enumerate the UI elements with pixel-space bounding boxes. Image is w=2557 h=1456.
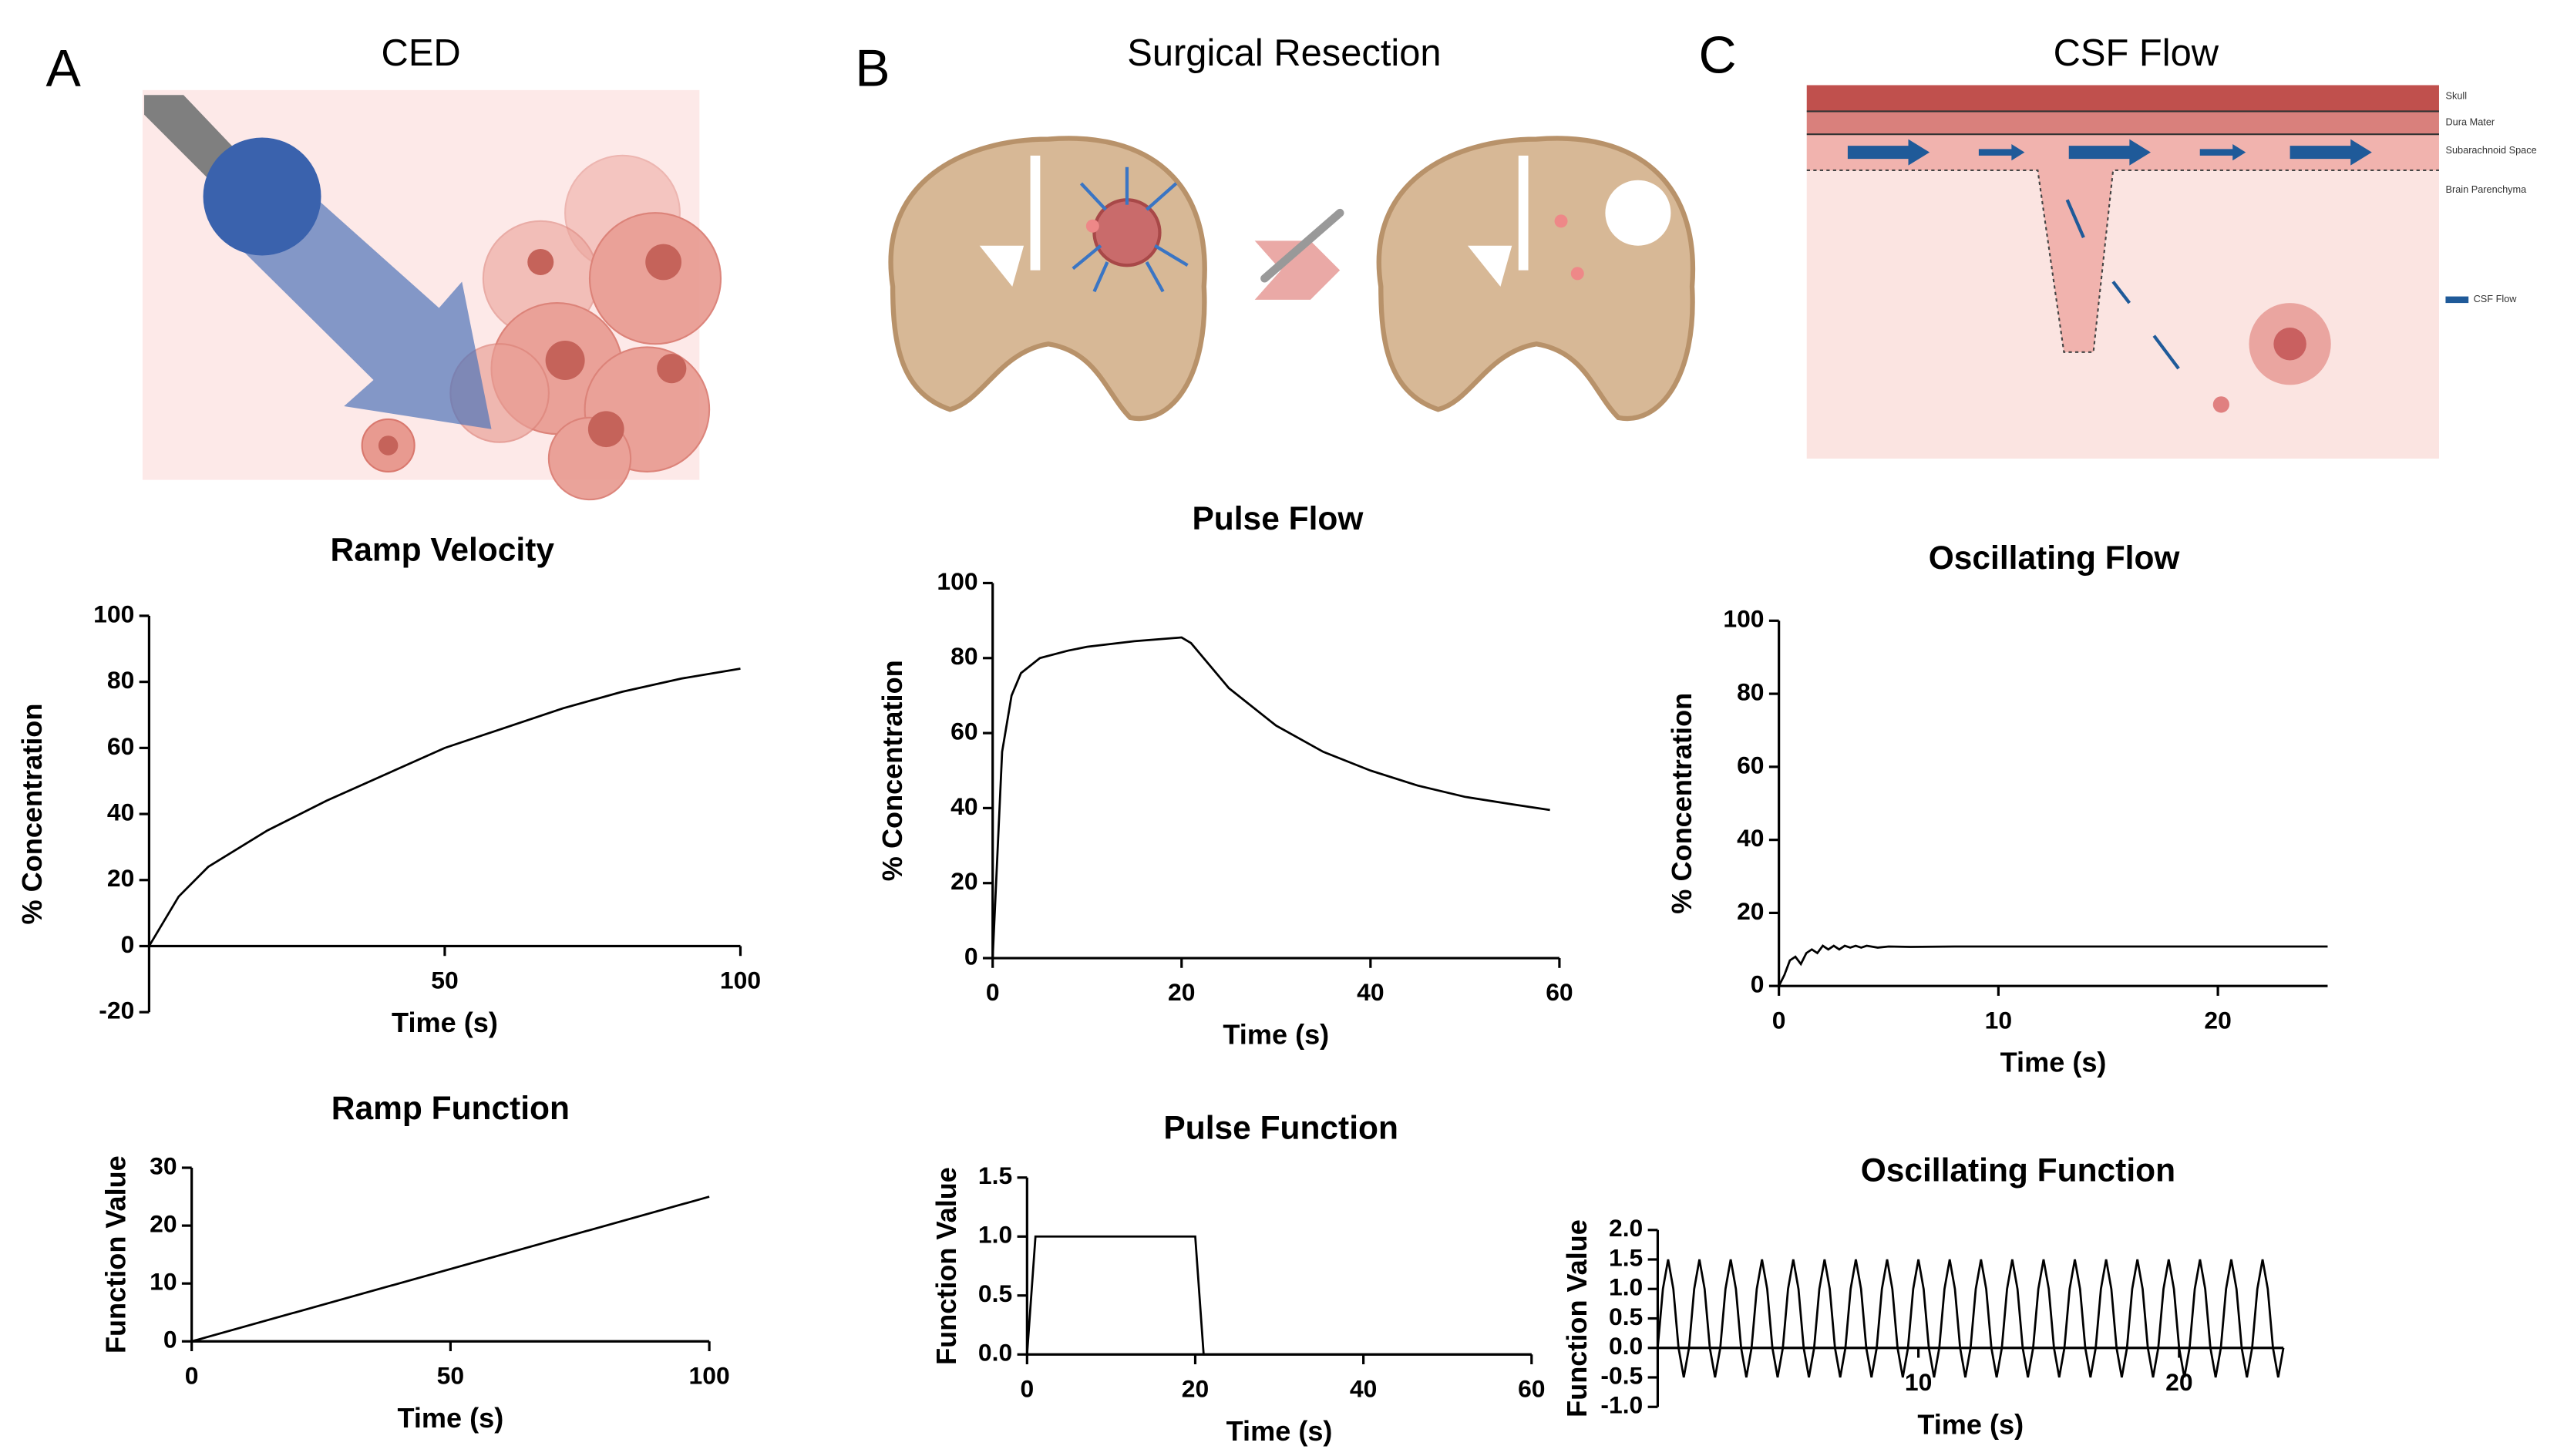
data-line	[148, 667, 741, 947]
y-tick-label: 1.0	[1609, 1273, 1643, 1301]
y-tick-label: 30	[150, 1152, 177, 1179]
data-line	[1025, 1235, 1532, 1356]
x-tick-label: 10	[1985, 1006, 2012, 1034]
x-tick-label: 20	[2204, 1006, 2231, 1034]
layer-label: Skull	[2445, 90, 2467, 102]
y-tick-label: 0.5	[978, 1279, 1012, 1307]
y-tick-label: 0	[163, 1326, 177, 1353]
y-tick-label: 0.5	[1609, 1303, 1643, 1330]
ced-illustration	[142, 89, 722, 501]
y-axis-label: % Concentration	[876, 660, 908, 881]
y-tick-label: 40	[950, 792, 977, 820]
chart-title: Pulse Flow	[1192, 501, 1364, 537]
chart-title: Oscillating Flow	[1929, 540, 2181, 577]
panel-letter: B	[855, 39, 890, 97]
x-tick-label: 0	[1020, 1374, 1034, 1402]
y-tick-label: 80	[107, 666, 134, 694]
y-tick-label: 20	[107, 864, 134, 892]
x-tick-label: 60	[1518, 1374, 1545, 1402]
chart-title: Pulse Function	[1163, 1110, 1398, 1146]
x-tick-label: 0	[986, 978, 1000, 1006]
x-tick-label: 50	[431, 967, 458, 994]
chart-title: Ramp Velocity	[331, 532, 555, 568]
y-tick-label: 100	[937, 567, 977, 595]
y-tick-label: 1.0	[978, 1221, 1012, 1249]
x-tick-label: 0	[1772, 1006, 1786, 1034]
y-tick-label: 0.0	[978, 1339, 1012, 1367]
x-tick-label: 20	[1168, 978, 1195, 1006]
y-tick-label: 100	[1723, 605, 1764, 633]
y-axis-label: Function Value	[1561, 1219, 1593, 1417]
y-tick-label: 100	[93, 600, 134, 627]
y-tick-label: -0.5	[1600, 1361, 1643, 1389]
x-tick-label: 0	[185, 1361, 199, 1389]
data-line	[191, 1195, 710, 1343]
x-axis-label: Time (s)	[1223, 1019, 1329, 1051]
data-line	[1657, 1259, 2285, 1378]
y-tick-label: -1.0	[1600, 1391, 1643, 1419]
x-axis-label: Time (s)	[397, 1402, 503, 1434]
x-tick-label: 20	[1182, 1374, 1209, 1402]
y-tick-label: 20	[150, 1210, 177, 1238]
y-tick-label: -20	[99, 997, 134, 1024]
x-tick-label: 40	[1357, 978, 1384, 1006]
y-axis-label: Function Value	[100, 1155, 132, 1353]
x-axis-label: Time (s)	[392, 1007, 498, 1038]
y-tick-label: 0	[1751, 970, 1765, 998]
layer-label: Dura Mater	[2445, 116, 2495, 128]
y-tick-label: 2.0	[1609, 1214, 1643, 1242]
layer-label: Subarachnoid Space	[2445, 144, 2536, 156]
panel-title: CSF Flow	[2054, 32, 2219, 74]
panel-title: CED	[382, 32, 461, 74]
chart-title: Oscillating Function	[1861, 1153, 2175, 1189]
y-tick-label: 20	[950, 867, 977, 895]
y-tick-label: 0	[964, 942, 978, 970]
x-axis-label: Time (s)	[1917, 1408, 2024, 1440]
legend-label: CSF Flow	[2474, 293, 2518, 304]
y-tick-label: 20	[1737, 897, 1764, 925]
y-tick-label: 80	[1737, 678, 1764, 706]
x-axis-label: Time (s)	[1226, 1415, 1333, 1447]
data-line	[991, 636, 1550, 959]
x-axis-label: Time (s)	[2000, 1047, 2107, 1078]
y-tick-label: 10	[150, 1268, 177, 1296]
y-tick-label: 40	[107, 798, 134, 826]
panel-letter: A	[46, 39, 82, 97]
y-axis-label: % Concentration	[16, 704, 48, 925]
csf-illustration	[1806, 85, 2469, 459]
x-tick-label: 50	[437, 1361, 464, 1389]
y-tick-label: 60	[1737, 751, 1764, 778]
y-tick-label: 80	[950, 642, 977, 670]
y-tick-label: 0	[121, 930, 135, 958]
x-tick-label: 100	[720, 967, 761, 994]
y-tick-label: 60	[107, 732, 134, 760]
x-tick-label: 10	[1905, 1368, 1932, 1396]
resection-illustration	[888, 136, 1696, 422]
y-axis-label: Function Value	[930, 1167, 962, 1365]
y-tick-label: 0.0	[1609, 1332, 1643, 1360]
x-tick-label: 40	[1350, 1374, 1377, 1402]
y-tick-label: 40	[1737, 824, 1764, 852]
y-tick-label: 1.5	[978, 1162, 1012, 1189]
layer-label: Brain Parenchyma	[2445, 183, 2527, 195]
y-tick-label: 1.5	[1609, 1243, 1643, 1271]
y-axis-label: % Concentration	[1666, 693, 1697, 914]
panel-letter: C	[1699, 25, 1737, 84]
panel-title: Surgical Resection	[1127, 32, 1441, 74]
x-tick-label: 60	[1546, 978, 1573, 1006]
x-tick-label: 20	[2165, 1368, 2192, 1396]
x-tick-label: 100	[689, 1361, 730, 1389]
data-line	[1778, 944, 2328, 987]
y-tick-label: 60	[950, 718, 977, 745]
chart-title: Ramp Function	[331, 1091, 570, 1127]
